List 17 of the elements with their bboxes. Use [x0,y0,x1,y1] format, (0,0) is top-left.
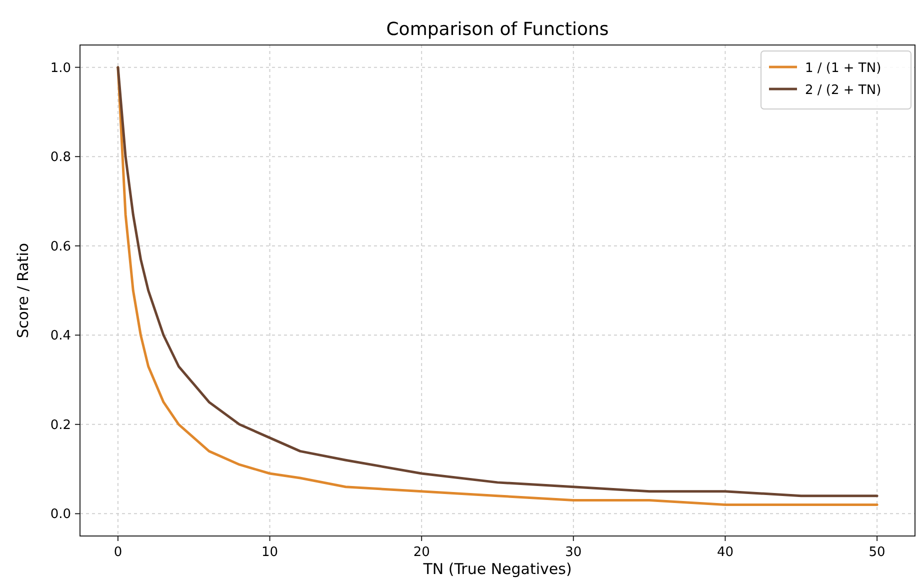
y-tick-label: 0.4 [50,328,71,344]
x-tick-label: 40 [716,545,734,560]
x-tick-label: 10 [262,545,278,560]
legend-label: 1 / (1 + TN) [805,61,882,76]
x-tick-label: 50 [868,545,886,560]
y-tick-label: 0.6 [50,239,71,254]
y-tick-label: 1.0 [50,60,71,76]
x-tick-label: 0 [114,545,122,560]
x-tick-label: 30 [565,545,582,560]
chart-title: Comparison of Functions [386,19,609,40]
y-axis-title: Score / Ratio [14,242,32,338]
y-tick-label: 0.8 [50,150,71,166]
y-tick-label: 0.0 [50,507,71,522]
x-tick-label: 20 [413,545,430,560]
y-tick-label: 0.2 [50,418,71,433]
legend-label: 2 / (2 + TN) [805,83,882,98]
x-axis-title: TN (True Negatives) [422,560,572,578]
